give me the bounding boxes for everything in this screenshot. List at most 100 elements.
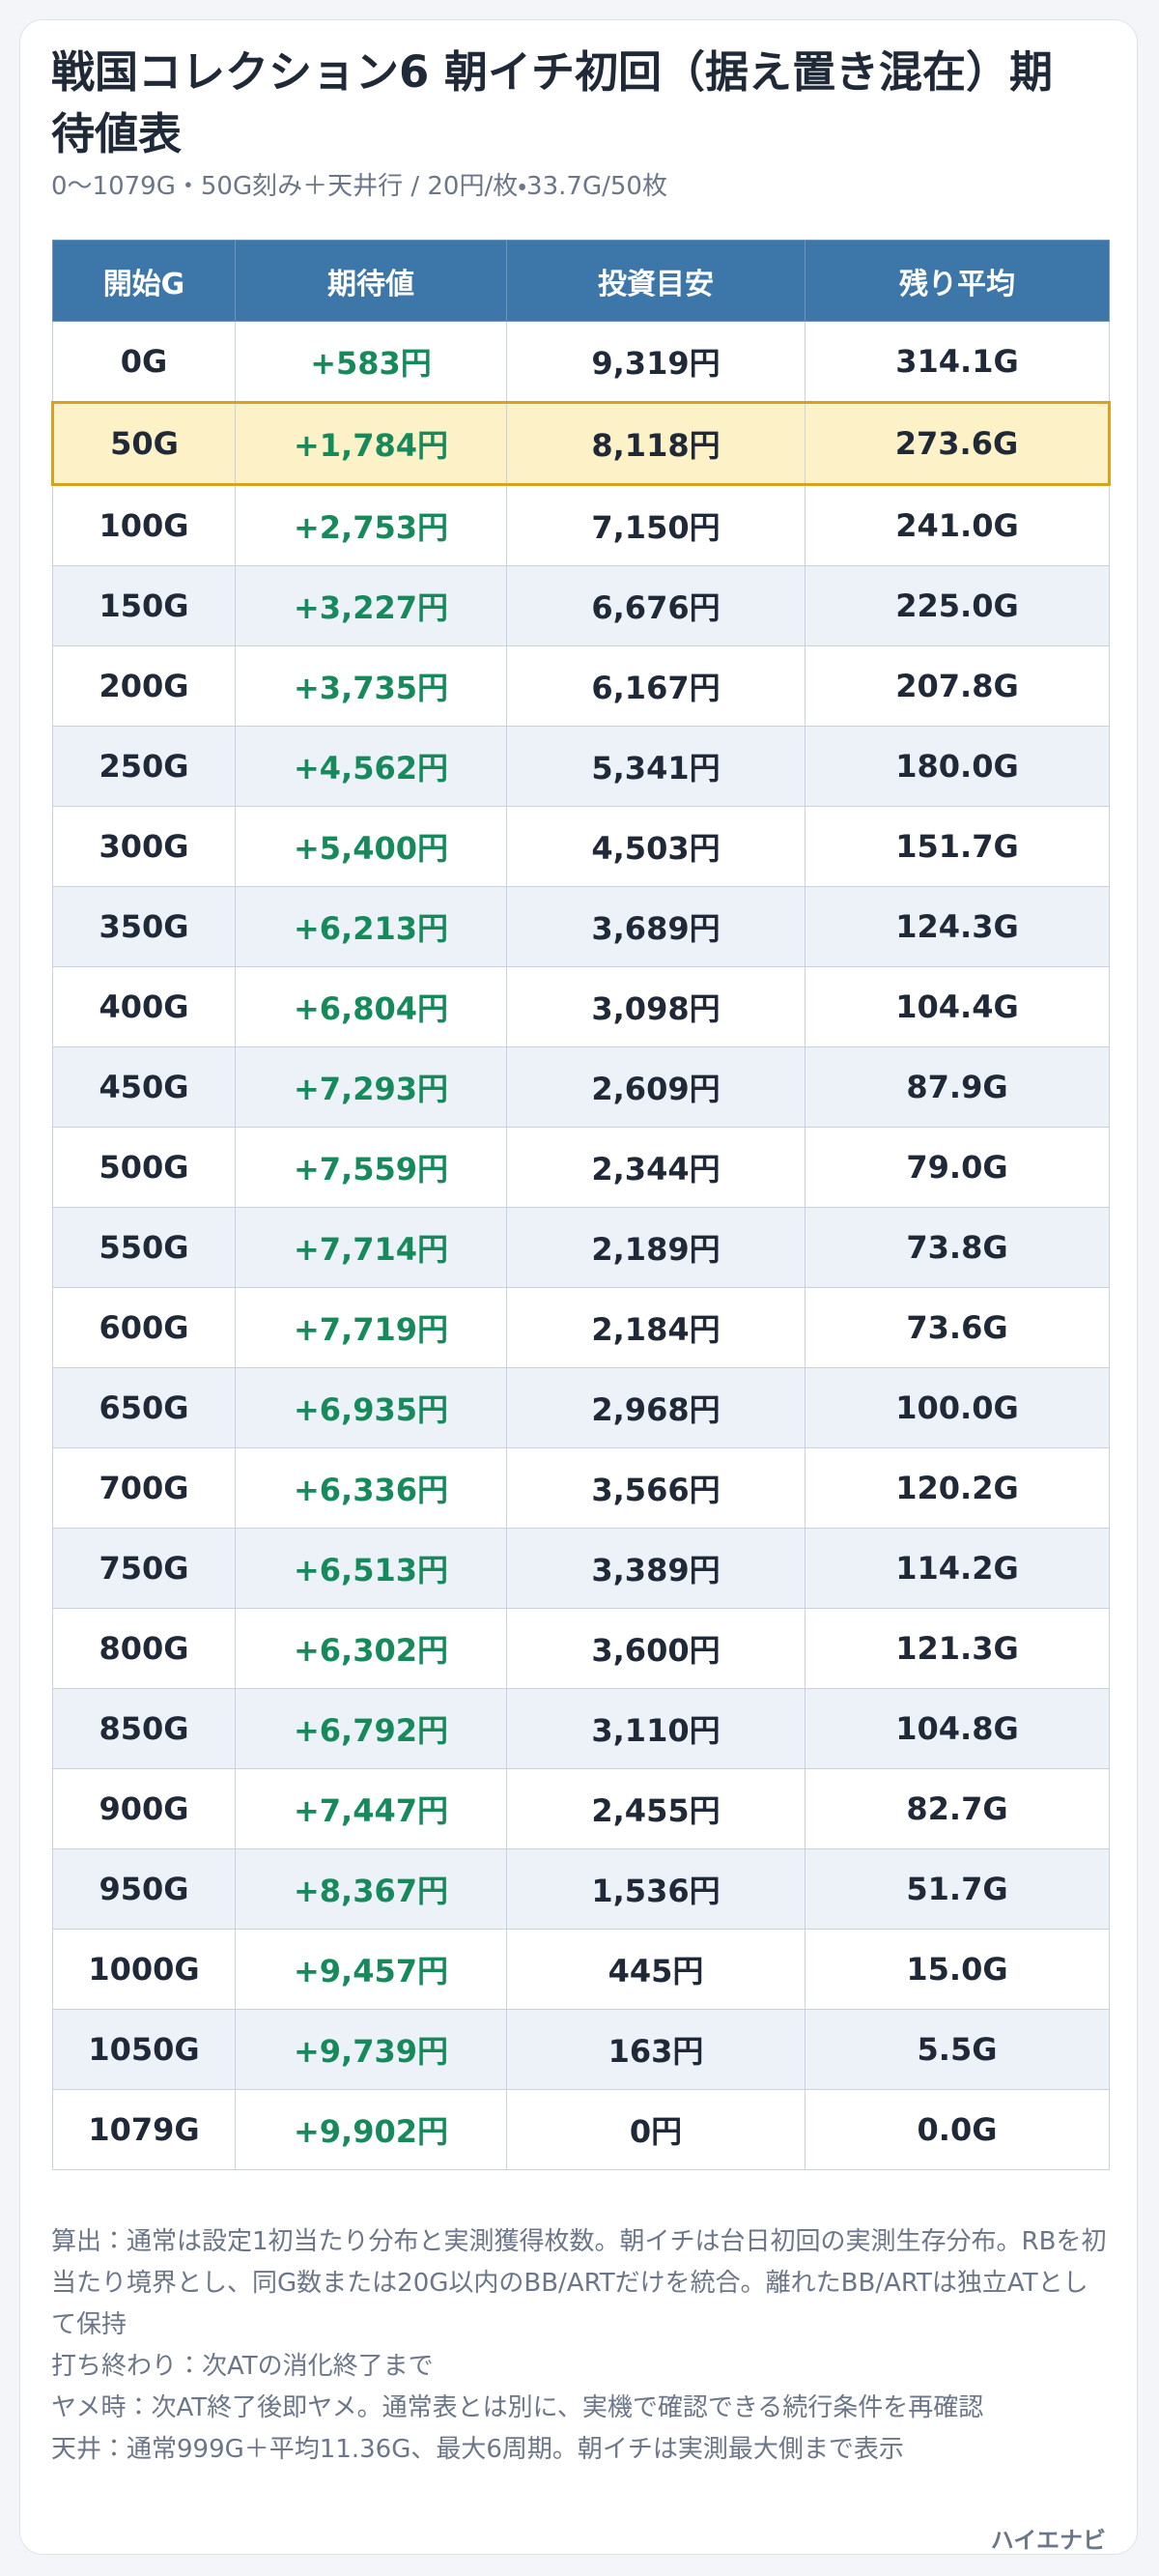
table-cell: +3,735円 — [235, 645, 507, 727]
table-cell: 4,503円 — [506, 806, 806, 887]
column-header: 投資目安 — [506, 240, 806, 322]
table-cell: 82.7G — [805, 1768, 1110, 1849]
note: 打ち終わり：次ATの消化終了まで — [51, 2352, 434, 2381]
table-cell: +9,739円 — [235, 2009, 507, 2090]
table-cell: +7,559円 — [235, 1127, 507, 1208]
table-cell: 50G — [51, 401, 236, 486]
table-row: 950G +8,367円 1,536円 51.7G — [52, 1848, 1110, 1930]
table-cell: 800G — [52, 1608, 236, 1689]
brand: ハイエナビ — [990, 2527, 1106, 2554]
subtitle: 0〜1079G・50G刻み＋天井行 / 20円/枚・33.7G/50枚 — [51, 172, 667, 201]
table-cell: 650G — [52, 1367, 236, 1448]
table-cell: 15.0G — [805, 1929, 1110, 2010]
table-cell: 207.8G — [805, 645, 1110, 727]
header-row: 開始G 期待値 投資目安 残り平均 — [52, 240, 1110, 322]
table-cell: 0G — [52, 321, 236, 403]
table-row: 150G +3,227円 6,676円 225.0G — [52, 565, 1110, 646]
table-cell: 3,566円 — [506, 1447, 806, 1529]
table-cell: +6,213円 — [235, 886, 507, 967]
table-cell: 3,600円 — [506, 1608, 806, 1689]
table-cell: 79.0G — [805, 1127, 1110, 1208]
table-row: 300G +5,400円 4,503円 151.7G — [52, 806, 1110, 887]
table-cell: 2,189円 — [506, 1207, 806, 1288]
note: 天井：通常999G＋平均11.36G、最大6周期。朝イチは実測最大側まで表示 — [51, 2435, 904, 2464]
column-header: 期待値 — [235, 240, 507, 322]
table-row: 1079G +9,902円 0円 0.0G — [52, 2089, 1110, 2170]
table-cell: 121.3G — [805, 1608, 1110, 1689]
title: 戦国コレクション6 朝イチ初回（据え置き混在）期待値表 — [51, 46, 1053, 159]
table-row: 0G +583円 9,319円 314.1G — [52, 321, 1110, 403]
table-cell: 1050G — [52, 2009, 236, 2090]
table-row: 400G +6,804円 3,098円 104.4G — [52, 966, 1110, 1047]
table-cell: 6,167円 — [506, 645, 806, 727]
table-cell: 1079G — [52, 2089, 236, 2170]
table-cell: +6,792円 — [235, 1688, 507, 1769]
table-cell: +6,302円 — [235, 1608, 507, 1689]
table-cell: 314.1G — [805, 321, 1110, 403]
table-cell: 0円 — [506, 2089, 806, 2170]
table-cell: +6,336円 — [235, 1447, 507, 1529]
table-row: 900G +7,447円 2,455円 82.7G — [52, 1768, 1110, 1849]
table-cell: 600G — [52, 1287, 236, 1368]
table-row: 450G +7,293円 2,609円 87.9G — [52, 1046, 1110, 1128]
table-cell: 180.0G — [805, 726, 1110, 807]
table-cell: 300G — [52, 806, 236, 887]
table-row: 600G +7,719円 2,184円 73.6G — [52, 1287, 1110, 1368]
table-cell: 3,389円 — [506, 1528, 806, 1609]
table-cell: +2,753円 — [235, 484, 507, 566]
table-cell: 3,689円 — [506, 886, 806, 967]
table-cell: +3,227円 — [235, 565, 507, 646]
table-cell: 104.4G — [805, 966, 1110, 1047]
column-header: 開始G — [52, 240, 236, 322]
table-cell: 3,098円 — [506, 966, 806, 1047]
table-cell: 3,110円 — [506, 1688, 806, 1769]
table-cell: 0.0G — [805, 2089, 1110, 2170]
table-row: 1050G +9,739円 163円 5.5G — [52, 2009, 1110, 2090]
table-row: 500G +7,559円 2,344円 79.0G — [52, 1127, 1110, 1208]
table-cell: 100G — [52, 484, 236, 566]
table-cell: 200G — [52, 645, 236, 727]
table-cell: +6,513円 — [235, 1528, 507, 1609]
table-cell: +8,367円 — [235, 1848, 507, 1930]
table-row: 350G +6,213円 3,689円 124.3G — [52, 886, 1110, 967]
table-cell: 124.3G — [805, 886, 1110, 967]
table-cell: 120.2G — [805, 1447, 1110, 1529]
table-cell: +7,714円 — [235, 1207, 507, 1288]
table-cell: +7,719円 — [235, 1287, 507, 1368]
table-cell: 7,150円 — [506, 484, 806, 566]
table-cell: 1,536円 — [506, 1848, 806, 1930]
table-cell: 225.0G — [805, 565, 1110, 646]
table-cell: 450G — [52, 1046, 236, 1128]
note: ヤメ時：次AT終了後即ヤメ。通常表とは別に、実機で確認できる続行条件を再確認 — [51, 2393, 984, 2422]
table-cell: 73.8G — [805, 1207, 1110, 1288]
table-row: 750G +6,513円 3,389円 114.2G — [52, 1528, 1110, 1609]
table-cell: 1000G — [52, 1929, 236, 2010]
table-row: 50G +1,784円 8,118円 273.6G — [51, 401, 1111, 486]
table-cell: 2,968円 — [506, 1367, 806, 1448]
table-cell: +4,562円 — [235, 726, 507, 807]
table-row: 1000G +9,457円 445円 15.0G — [52, 1929, 1110, 2010]
table-cell: +7,447円 — [235, 1768, 507, 1849]
table-cell: 2,184円 — [506, 1287, 806, 1368]
table-cell: 5.5G — [805, 2009, 1110, 2090]
table-row: 850G +6,792円 3,110円 104.8G — [52, 1688, 1110, 1769]
table-cell: 8,118円 — [506, 401, 806, 486]
table-row: 250G +4,562円 5,341円 180.0G — [52, 726, 1110, 807]
ev-table: 開始G 期待値 投資目安 残り平均 0G +583円 9,319円 314.1G 50G +1,… — [51, 240, 1111, 2170]
table-cell: 2,344円 — [506, 1127, 806, 1208]
table-cell: 104.8G — [805, 1688, 1110, 1769]
table-cell: 850G — [52, 1688, 236, 1769]
note: 算出：通常は設定1初当たり分布と実測獲得枚数。朝イチは台日初回の実測生存分布。R… — [51, 2227, 1107, 2339]
table-cell: +9,902円 — [235, 2089, 507, 2170]
table-cell: 151.7G — [805, 806, 1110, 887]
table-cell: 350G — [52, 886, 236, 967]
table-cell: 87.9G — [805, 1046, 1110, 1128]
table-cell: 500G — [52, 1127, 236, 1208]
table-cell: 9,319円 — [506, 321, 806, 403]
table-row: 200G +3,735円 6,167円 207.8G — [52, 645, 1110, 727]
table-cell: +6,935円 — [235, 1367, 507, 1448]
table-cell: 100.0G — [805, 1367, 1110, 1448]
table-cell: 700G — [52, 1447, 236, 1529]
